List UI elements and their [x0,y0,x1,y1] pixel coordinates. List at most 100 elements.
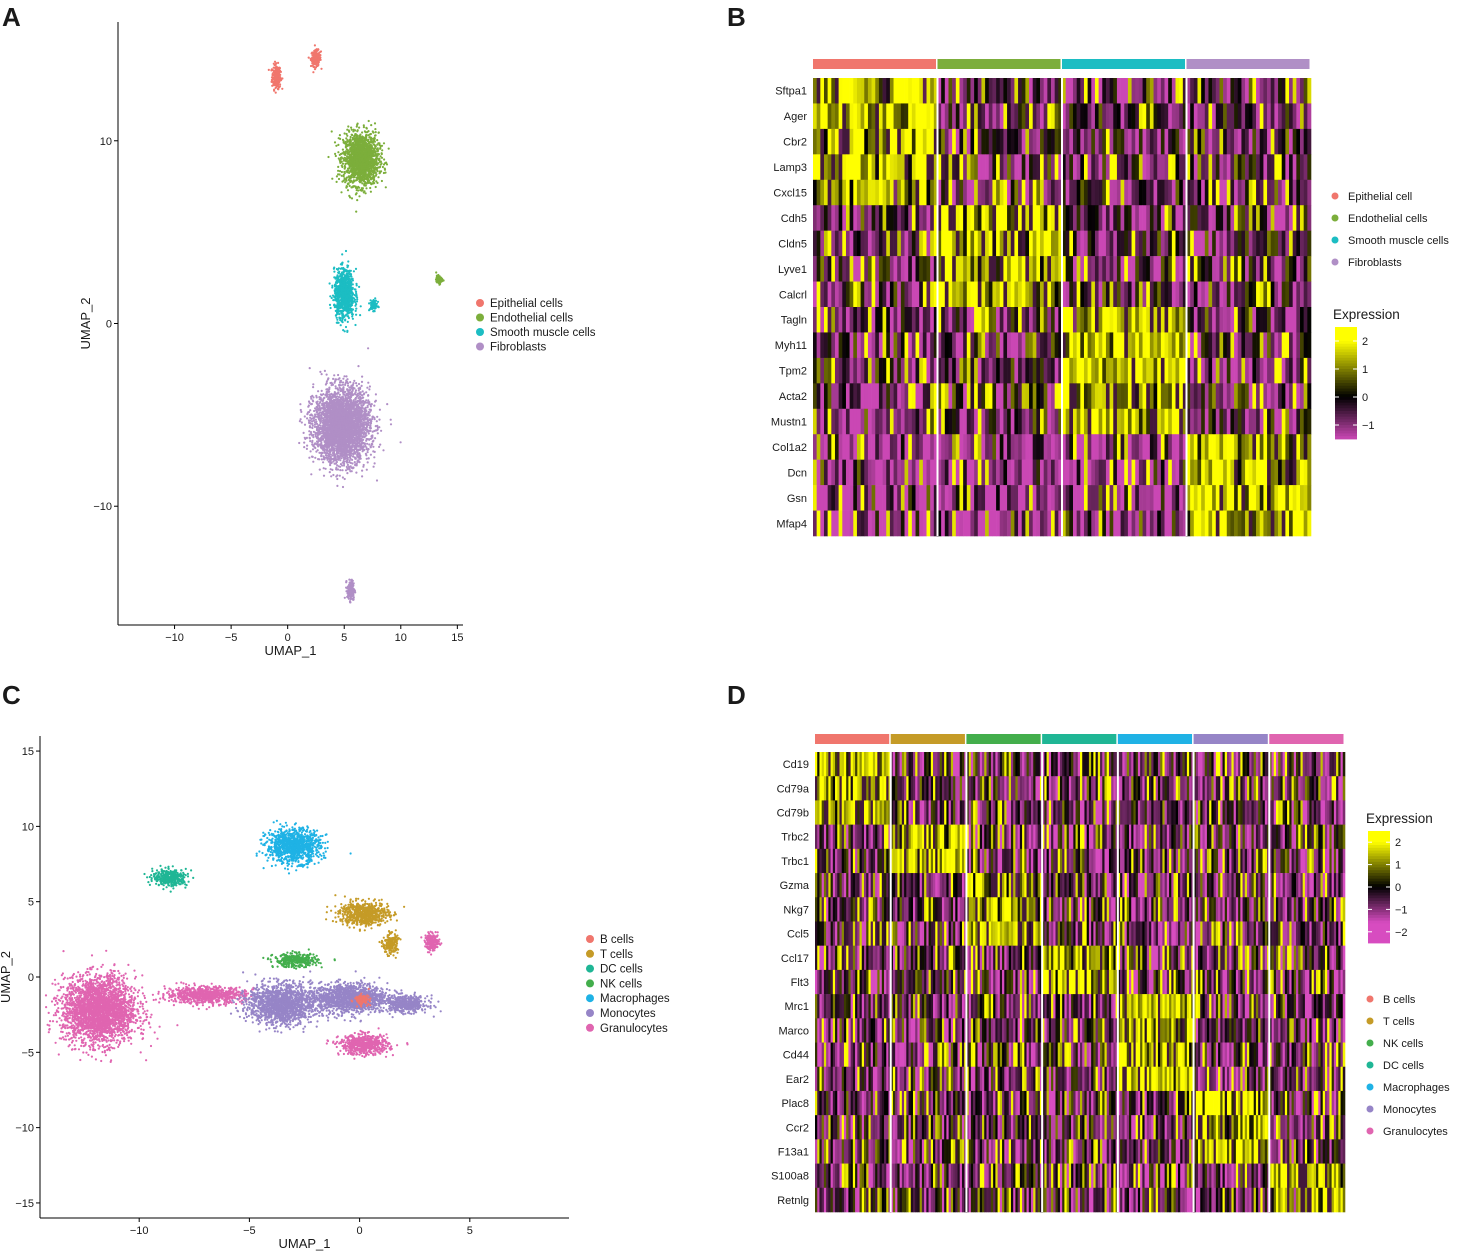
data-point [356,385,358,387]
data-point [375,157,377,159]
data-point [370,157,372,159]
data-point [326,459,328,461]
data-point [344,303,346,305]
data-point [352,297,354,299]
data-point [300,409,302,411]
data-point [349,292,351,294]
data-point [346,145,348,147]
data-point [343,142,345,144]
data-point [338,294,340,296]
data-point [342,486,344,488]
data-point [363,138,365,140]
data-point [346,282,348,284]
data-point [342,163,344,165]
data-point [360,173,362,175]
data-point [374,297,376,299]
data-point [354,140,356,142]
data-point [375,393,377,395]
data-point [343,160,345,162]
data-point [343,375,345,377]
data-point [330,307,332,309]
data-point [338,317,340,319]
data-point [372,310,374,312]
data-point [310,65,312,67]
data-point [377,176,379,178]
data-point [344,132,346,134]
data-point [366,147,368,149]
data-point [364,154,366,156]
data-point [344,163,346,165]
data-point [354,160,356,162]
data-point [350,171,352,173]
data-point [337,151,339,153]
data-point [437,276,439,278]
data-point [356,298,358,300]
data-point [341,290,343,292]
data-point [279,70,281,72]
data-point [355,193,357,195]
data-point [346,160,348,162]
data-point [372,130,374,132]
data-point [374,462,376,464]
data-point [337,173,339,175]
data-point [385,162,387,164]
data-point [374,128,376,130]
data-point [380,164,382,166]
data-point [383,163,385,165]
data-point [273,79,275,81]
data-point [366,469,368,471]
data-point [388,148,390,150]
data-point [345,137,347,139]
data-point [375,186,377,188]
data-point [341,263,343,265]
data-point [375,134,377,136]
data-point [344,301,346,303]
data-point [378,166,380,168]
data-point [350,143,352,145]
data-point [366,178,368,180]
data-point [315,419,317,421]
data-point [340,273,342,275]
data-point [385,186,387,188]
data-point [345,141,347,143]
data-point [371,145,373,147]
data-point [358,127,360,129]
data-point [303,442,305,444]
data-point [370,124,372,126]
data-point [359,314,361,316]
data-point [323,467,325,469]
data-point [352,308,354,310]
data-point [344,478,346,480]
data-point [334,283,336,285]
data-point [339,282,341,284]
data-point [382,166,384,168]
data-point [354,461,356,463]
data-point [311,57,313,59]
data-point [331,286,333,288]
data-point [374,437,376,439]
data-point [349,297,351,299]
data-point [355,382,357,384]
data-point [271,80,273,82]
data-point [349,301,351,303]
data-point [340,313,342,315]
data-point [356,126,358,128]
data-point [340,292,342,294]
data-point [340,158,342,160]
data-point [336,319,338,321]
data-point [277,62,279,64]
data-point [400,441,402,443]
data-point [337,305,339,307]
data-point [330,475,332,477]
data-point [316,56,318,58]
data-point [337,166,339,168]
data-point [377,142,379,144]
data-point [368,153,370,155]
data-point [349,148,351,150]
data-point [336,299,338,301]
data-point [355,152,357,154]
umap-plot-A: −10 −5 0 5 10 15−10010UMAP_1UMAP_2 Epithelial … [78,22,596,658]
data-point [375,150,377,152]
data-point [374,302,376,304]
data-point [361,159,363,161]
